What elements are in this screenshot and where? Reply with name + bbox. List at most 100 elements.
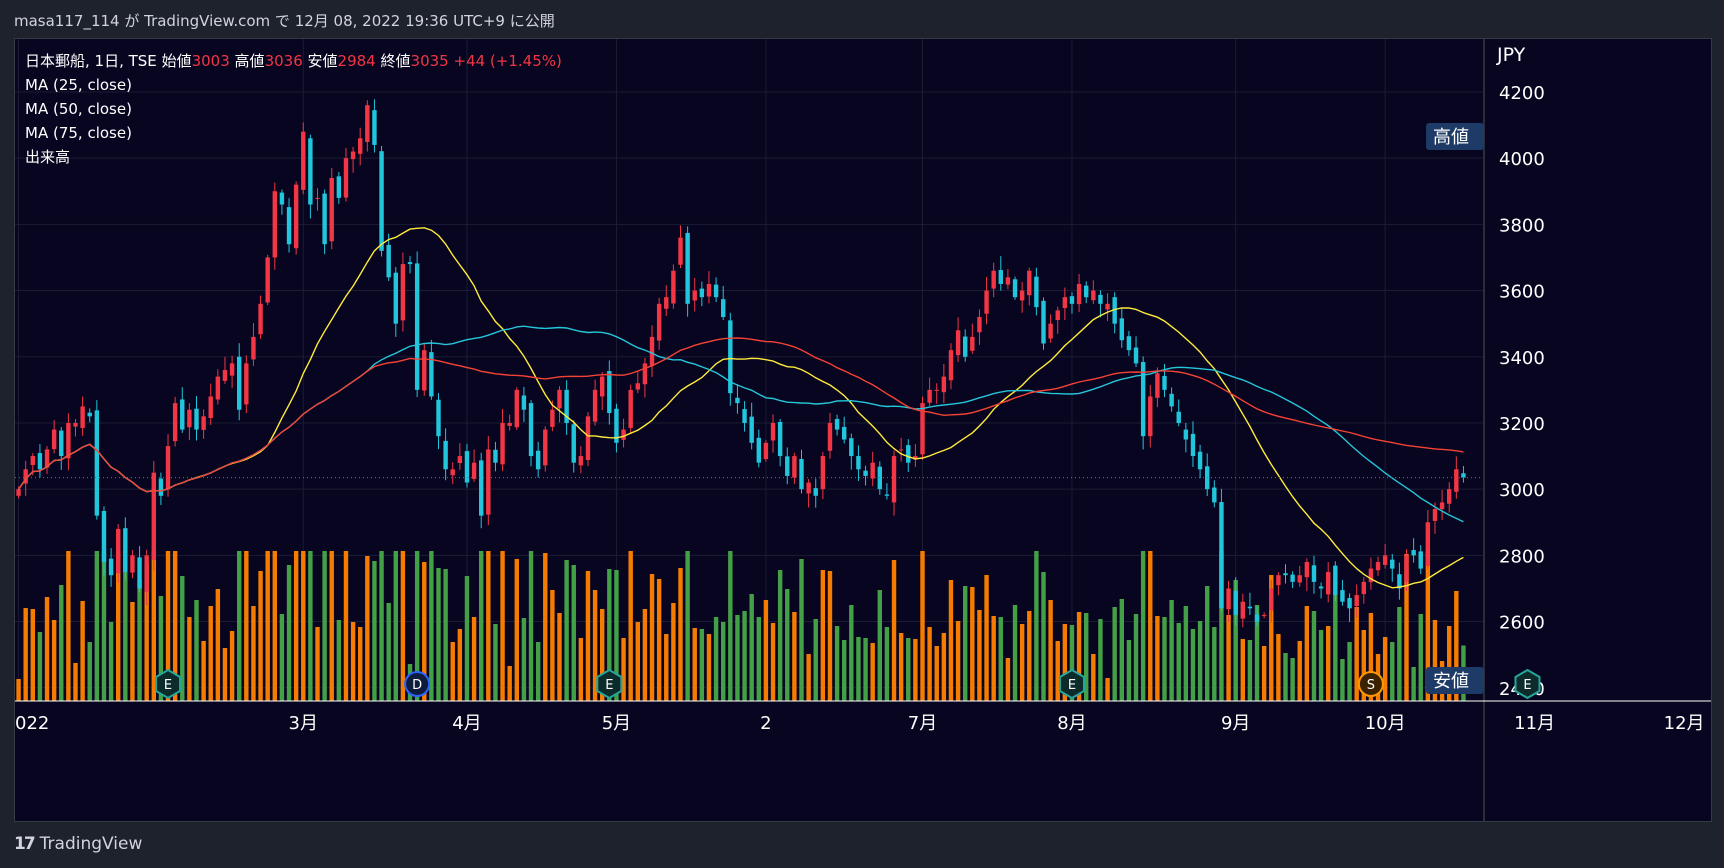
candle-body xyxy=(678,237,683,265)
candle-body xyxy=(357,138,363,154)
volume-bar xyxy=(1297,641,1302,701)
earnings-icon xyxy=(1514,668,1541,700)
volume-bar xyxy=(970,587,975,701)
legend-symbol-row[interactable]: 日本郵船, 1日, TSE 始値3003 高値3036 安値2984 終値303… xyxy=(25,49,562,73)
candle-body xyxy=(550,409,555,427)
candle-body xyxy=(834,418,840,430)
legend-open-value: 3003 xyxy=(191,52,230,70)
candle-body xyxy=(642,363,648,385)
candle-body xyxy=(158,478,164,496)
candle-body xyxy=(1019,290,1025,301)
tradingview-brand[interactable]: 17 TradingView xyxy=(14,834,142,854)
volume-bar xyxy=(578,638,584,701)
volume-bar xyxy=(1247,640,1253,701)
candle-body xyxy=(1005,277,1011,285)
price-tick-label: 2600 xyxy=(1499,613,1545,634)
candle-body xyxy=(984,290,989,314)
candle-body xyxy=(87,412,92,417)
volume-bar xyxy=(73,663,78,701)
volume-bar xyxy=(991,616,996,701)
candle-body xyxy=(422,350,427,391)
candle-body xyxy=(785,456,790,476)
volume-bar xyxy=(94,551,100,701)
volume-bar xyxy=(913,639,918,701)
volume-bar xyxy=(849,605,854,701)
volume-bar xyxy=(962,586,968,701)
time-tick-label: 11月 xyxy=(1514,713,1555,734)
time-tick-label: 4月 xyxy=(452,713,481,734)
candle-body xyxy=(977,317,982,333)
volume-bar xyxy=(1233,580,1238,701)
candle-body xyxy=(557,389,562,409)
volume-bar xyxy=(258,571,263,701)
legend-volume[interactable]: 出来高 xyxy=(25,148,71,166)
candle-body xyxy=(535,450,541,470)
volume-bar xyxy=(23,608,28,701)
candle-body xyxy=(265,257,270,303)
volume-bar xyxy=(1354,607,1359,701)
volume-bars xyxy=(16,551,1466,701)
candle-body xyxy=(436,399,441,437)
volume-bar xyxy=(891,560,897,701)
volume-bar xyxy=(87,642,92,701)
event-marker-letter: E xyxy=(164,678,172,693)
volume-bar xyxy=(713,617,719,701)
volume-bar xyxy=(756,617,762,701)
candle-body xyxy=(1048,323,1053,339)
candle-body xyxy=(486,449,491,515)
candle-body xyxy=(906,445,911,463)
volume-bar xyxy=(286,565,292,701)
volume-bar xyxy=(343,551,349,701)
volume-bar xyxy=(272,551,278,701)
volume-bar xyxy=(59,585,64,701)
candle-body xyxy=(1368,568,1374,583)
candle-body xyxy=(1432,509,1438,521)
volume-bar xyxy=(1098,619,1103,701)
volume-bar xyxy=(699,629,705,701)
volume-bar xyxy=(1454,591,1459,701)
volume-bar xyxy=(201,641,206,701)
volume-bar xyxy=(301,551,306,701)
volume-bar xyxy=(123,551,128,701)
candle-body xyxy=(137,557,142,589)
volume-bar xyxy=(1347,642,1352,701)
price-ticks: 2400260028003000320034003600380040004200 xyxy=(1499,83,1545,700)
candle-body xyxy=(1446,489,1452,504)
volume-bar xyxy=(165,551,171,701)
legend-ma75[interactable]: MA (75, close) xyxy=(25,124,132,142)
candle-body xyxy=(1098,294,1103,304)
low-badge: 安値 xyxy=(1426,667,1484,694)
legend-close-label: 終値 xyxy=(380,52,411,70)
candle-body xyxy=(507,422,512,426)
volume-bar xyxy=(244,551,249,701)
candle-body xyxy=(1148,396,1153,437)
volume-bar xyxy=(329,551,334,701)
candle-body xyxy=(856,456,861,470)
chart-pane[interactable]: JPY 240026002800300032003400360038004000… xyxy=(14,38,1712,822)
price-chart[interactable]: JPY 240026002800300032003400360038004000… xyxy=(15,39,1711,821)
volume-bar xyxy=(1055,641,1060,701)
volume-bar xyxy=(635,622,641,701)
legend-change: +44 (+1.45%) xyxy=(453,52,562,70)
volume-bar xyxy=(1340,659,1345,701)
candle-body xyxy=(236,356,242,410)
moving-averages xyxy=(18,227,1464,589)
publish-info: masa117_114 が TradingView.com で 12月 08, … xyxy=(14,12,555,30)
volume-bar xyxy=(1290,658,1295,701)
candle-body xyxy=(251,336,256,360)
price-tick-label: 4000 xyxy=(1499,149,1545,170)
price-tick-label: 4200 xyxy=(1499,83,1545,104)
volume-bar xyxy=(1418,614,1423,701)
candle-body xyxy=(962,336,968,357)
candle-body xyxy=(386,244,391,278)
volume-bar xyxy=(813,619,818,701)
volume-bar xyxy=(1069,625,1075,701)
volume-bar xyxy=(187,617,192,701)
volume-bar xyxy=(44,597,50,701)
legend-ma25[interactable]: MA (25, close) xyxy=(25,76,132,94)
volume-bar xyxy=(251,606,256,701)
legend-ma50[interactable]: MA (50, close) xyxy=(25,100,132,118)
candle-body xyxy=(1318,586,1324,589)
volume-bar xyxy=(685,551,690,701)
candle-body xyxy=(777,421,783,457)
